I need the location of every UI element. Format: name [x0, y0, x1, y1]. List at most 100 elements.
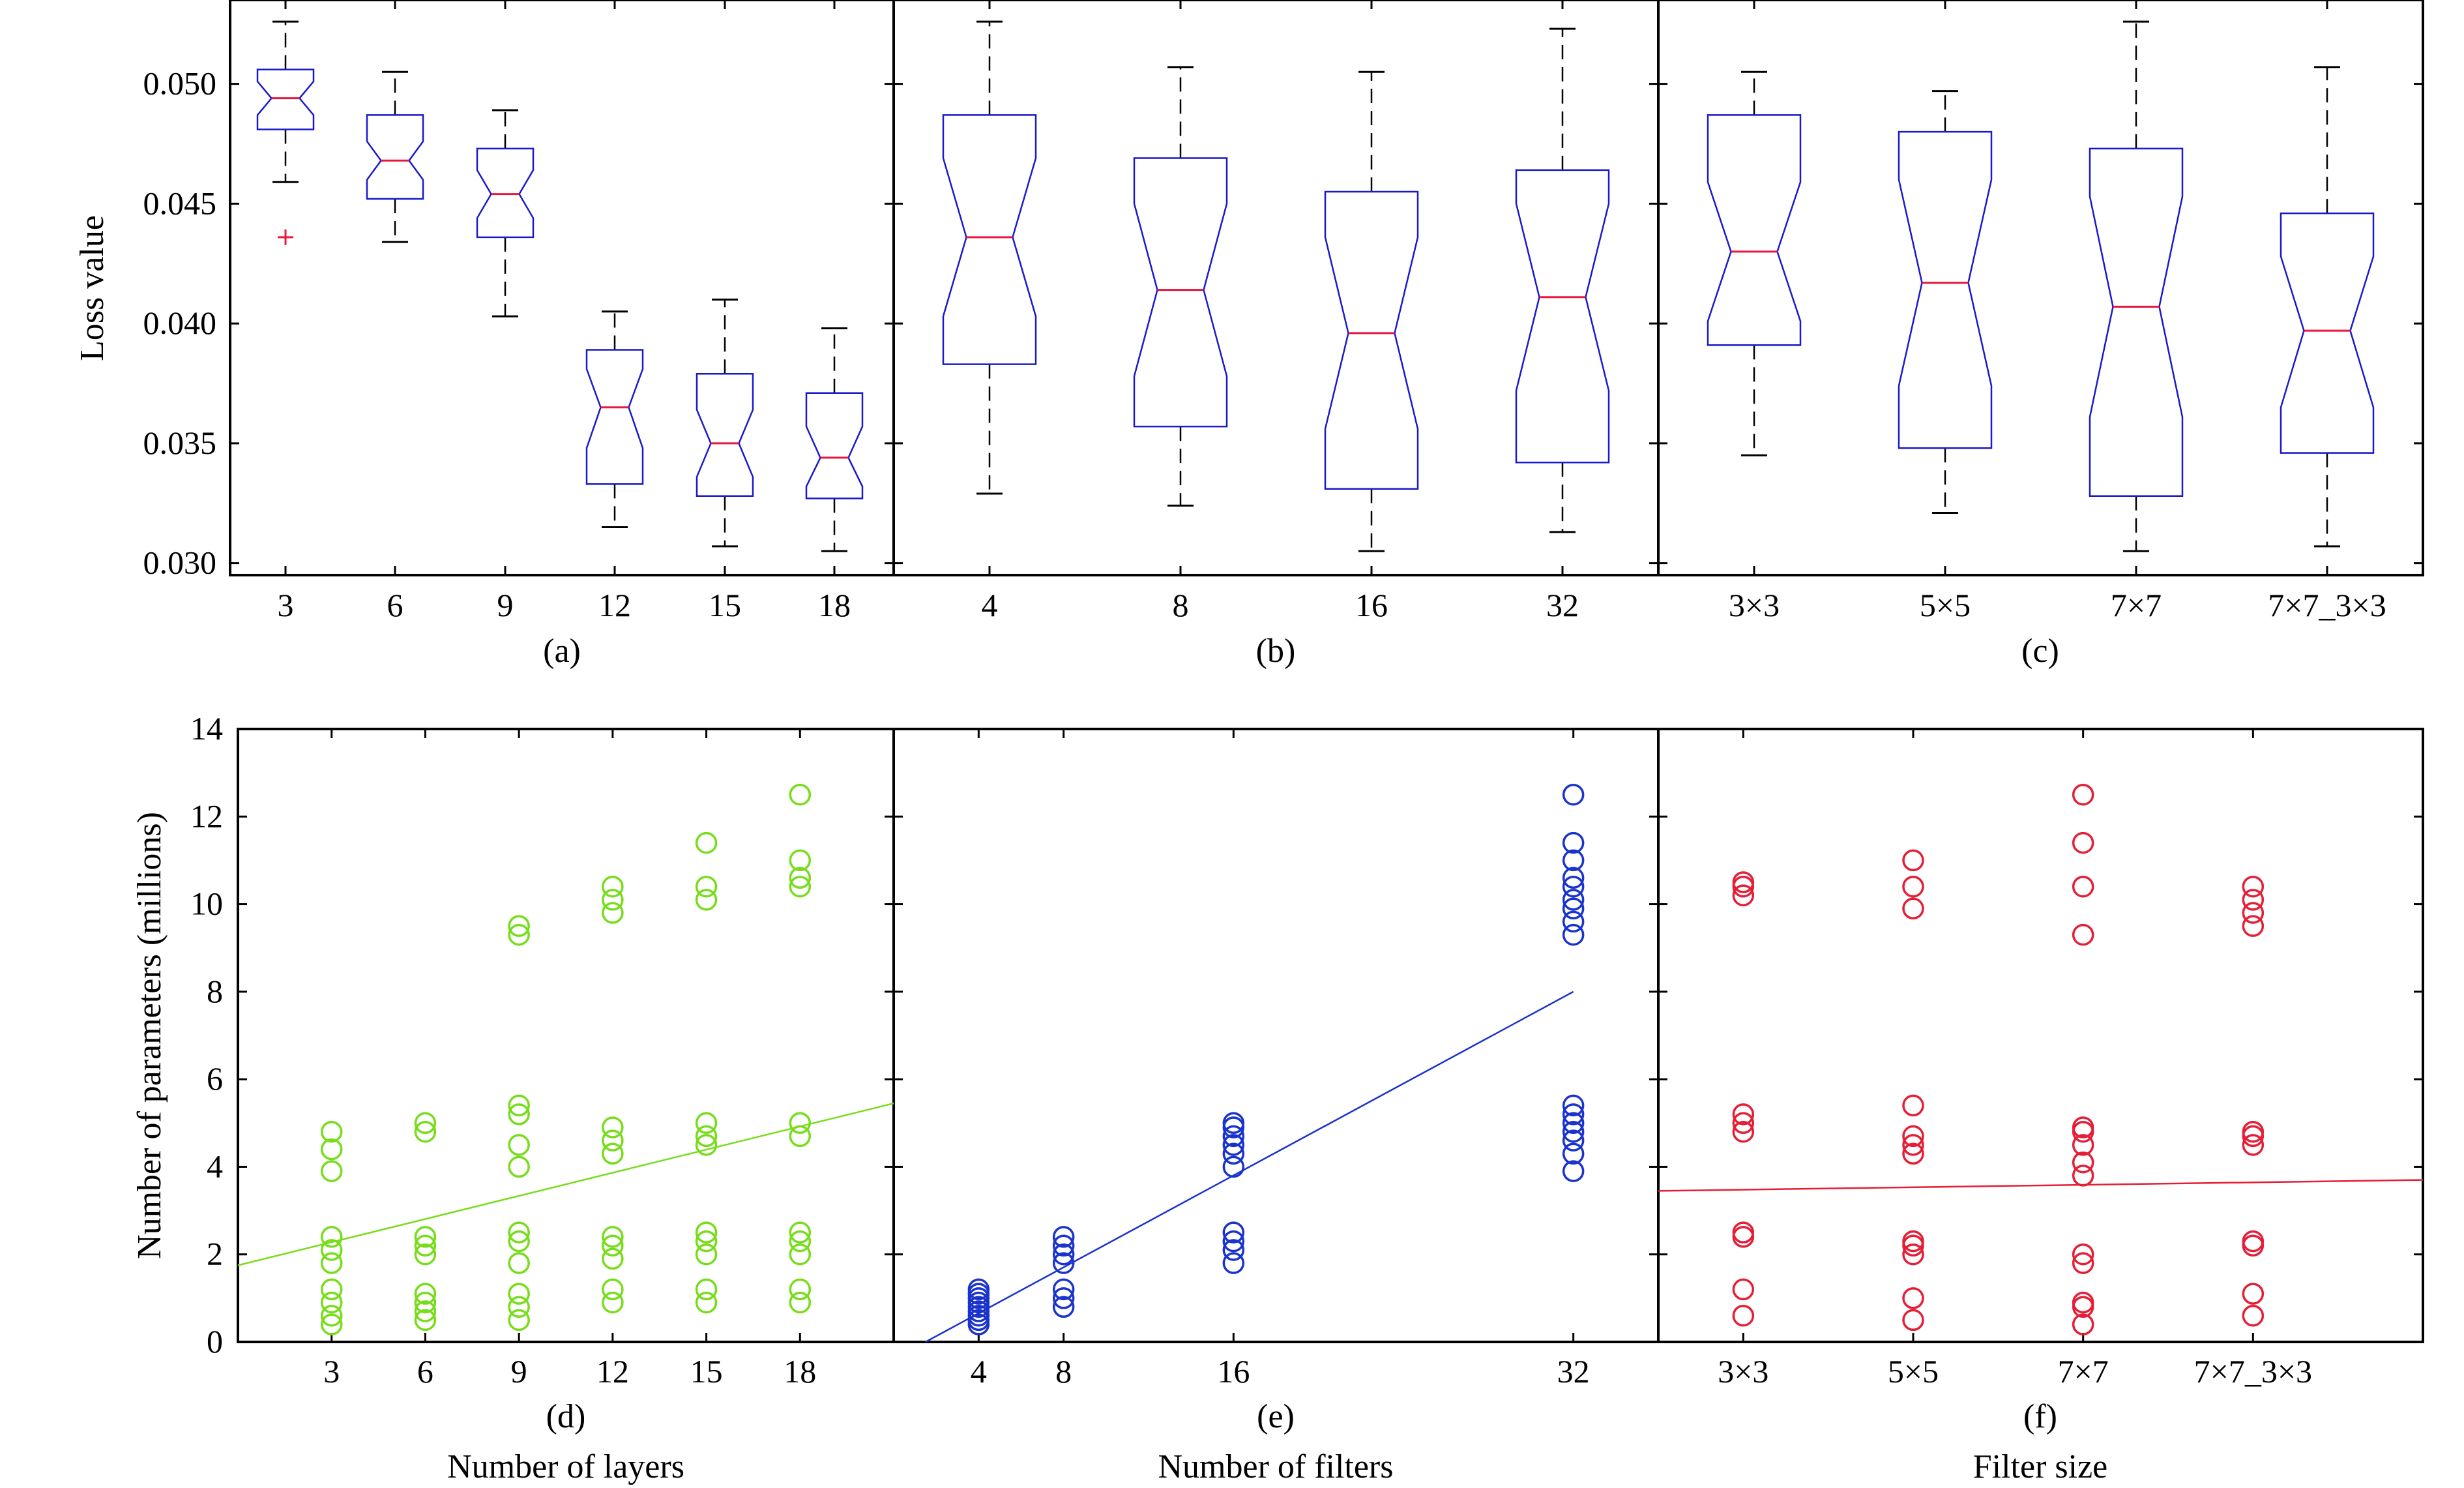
x-tick-label: 12: [598, 587, 631, 623]
data-point: [508, 1309, 530, 1332]
panel-c-frame: [1657, 0, 2424, 576]
data-point: [1562, 897, 1585, 920]
data-point: [789, 783, 812, 806]
y-tick-label: 12: [190, 797, 223, 834]
data-point: [602, 1116, 624, 1138]
data-point: [1732, 1221, 1755, 1243]
data-point: [414, 1112, 437, 1135]
data-point: [508, 1221, 530, 1243]
data-point: [1222, 1155, 1245, 1178]
data-point: [508, 1296, 530, 1318]
data-point: [602, 1278, 624, 1301]
data-point: [2242, 875, 2265, 898]
x-tick-label: 4: [971, 1353, 987, 1390]
x-tick-label: 8: [1055, 1353, 1072, 1390]
data-point: [2242, 915, 2265, 937]
data-point: [1052, 1243, 1075, 1266]
data-point: [602, 1247, 624, 1270]
y-tick-label: 8: [207, 973, 223, 1009]
data-point: [789, 1230, 812, 1253]
data-point: [320, 1160, 343, 1182]
data-point: [695, 1291, 718, 1314]
data-point: [1902, 849, 1924, 872]
data-point: [1902, 1134, 1924, 1156]
y-tick-label: 0.035: [143, 424, 217, 461]
data-point: [789, 1278, 812, 1301]
data-point: [1222, 1125, 1245, 1148]
data-point: [1222, 1112, 1245, 1135]
data-point: [508, 923, 530, 946]
y-tick-label: 4: [207, 1148, 223, 1184]
x-tick-label: 7×7: [2111, 587, 2162, 623]
x-tick-label: 9: [511, 1353, 527, 1390]
data-point: [1562, 1160, 1585, 1182]
x-tick-label: 3×3: [1729, 587, 1780, 623]
data-point: [695, 1221, 718, 1243]
x-tick-label: 32: [1546, 587, 1579, 623]
data-point: [1902, 1243, 1924, 1266]
data-point: [1732, 1103, 1755, 1125]
data-point: [508, 1134, 530, 1156]
data-point: [695, 1125, 718, 1148]
y-tick-label: 0.045: [143, 185, 217, 221]
data-point: [789, 1125, 812, 1148]
box: [942, 114, 1037, 365]
data-point: [1732, 1112, 1755, 1135]
data-point: [695, 1278, 718, 1301]
data-point: [789, 1243, 812, 1266]
x-tick-label: 3×3: [1718, 1353, 1768, 1390]
x-tick-label: 6: [417, 1353, 433, 1390]
data-point: [2072, 1243, 2094, 1266]
box: [1898, 130, 1993, 449]
data-point: [1222, 1142, 1245, 1165]
data-point: [789, 875, 812, 898]
data-point: [320, 1226, 343, 1248]
x-tick-label: 6: [387, 587, 403, 623]
data-point: [1902, 1287, 1924, 1309]
data-point: [414, 1300, 437, 1322]
panel-b-frame: [892, 0, 1660, 576]
data-point: [414, 1283, 437, 1305]
box: [1515, 169, 1610, 464]
trend-line: [1658, 1179, 2424, 1192]
data-point: [1902, 1309, 1924, 1332]
panel-label-c: (c): [2021, 632, 2059, 670]
data-point: [1562, 783, 1585, 806]
data-point: [2072, 1120, 2094, 1143]
data-point: [602, 1234, 624, 1257]
x-tick-label: 9: [497, 587, 514, 623]
data-point: [602, 902, 624, 924]
x-tick-label: 15: [690, 1353, 723, 1390]
x-tick-label: 7×7: [2058, 1353, 2109, 1390]
y-tick-label: 10: [190, 885, 223, 922]
data-point: [789, 1112, 812, 1135]
data-point: [1732, 871, 1755, 893]
box: [256, 68, 315, 130]
data-point: [508, 1230, 530, 1253]
data-point: [1562, 1129, 1585, 1152]
data-point: [2072, 1291, 2094, 1314]
data-point: [2242, 1120, 2265, 1143]
data-point: [1732, 1304, 1755, 1327]
box: [585, 349, 644, 485]
box: [2089, 147, 2184, 497]
data-point: [1902, 1230, 1924, 1253]
x-tick-label: 5×5: [1888, 1353, 1939, 1390]
data-point: [1562, 1142, 1585, 1165]
x-tick-label: 12: [596, 1353, 629, 1390]
data-point: [1562, 831, 1585, 854]
x-tick-label: 18: [784, 1353, 816, 1390]
data-point: [508, 1283, 530, 1305]
x-tick-label: 3: [278, 587, 294, 623]
data-point: [508, 1103, 530, 1125]
data-point: [1052, 1287, 1075, 1309]
y-tick-label: 2: [207, 1236, 223, 1272]
data-point: [2242, 889, 2265, 911]
data-point: [789, 849, 812, 872]
data-point: [602, 1291, 624, 1314]
box: [366, 114, 424, 200]
x-axis-title-filter-size: Filter size: [1973, 1448, 2108, 1485]
panel-label-e: (e): [1257, 1398, 1295, 1435]
data-point: [1732, 1226, 1755, 1248]
